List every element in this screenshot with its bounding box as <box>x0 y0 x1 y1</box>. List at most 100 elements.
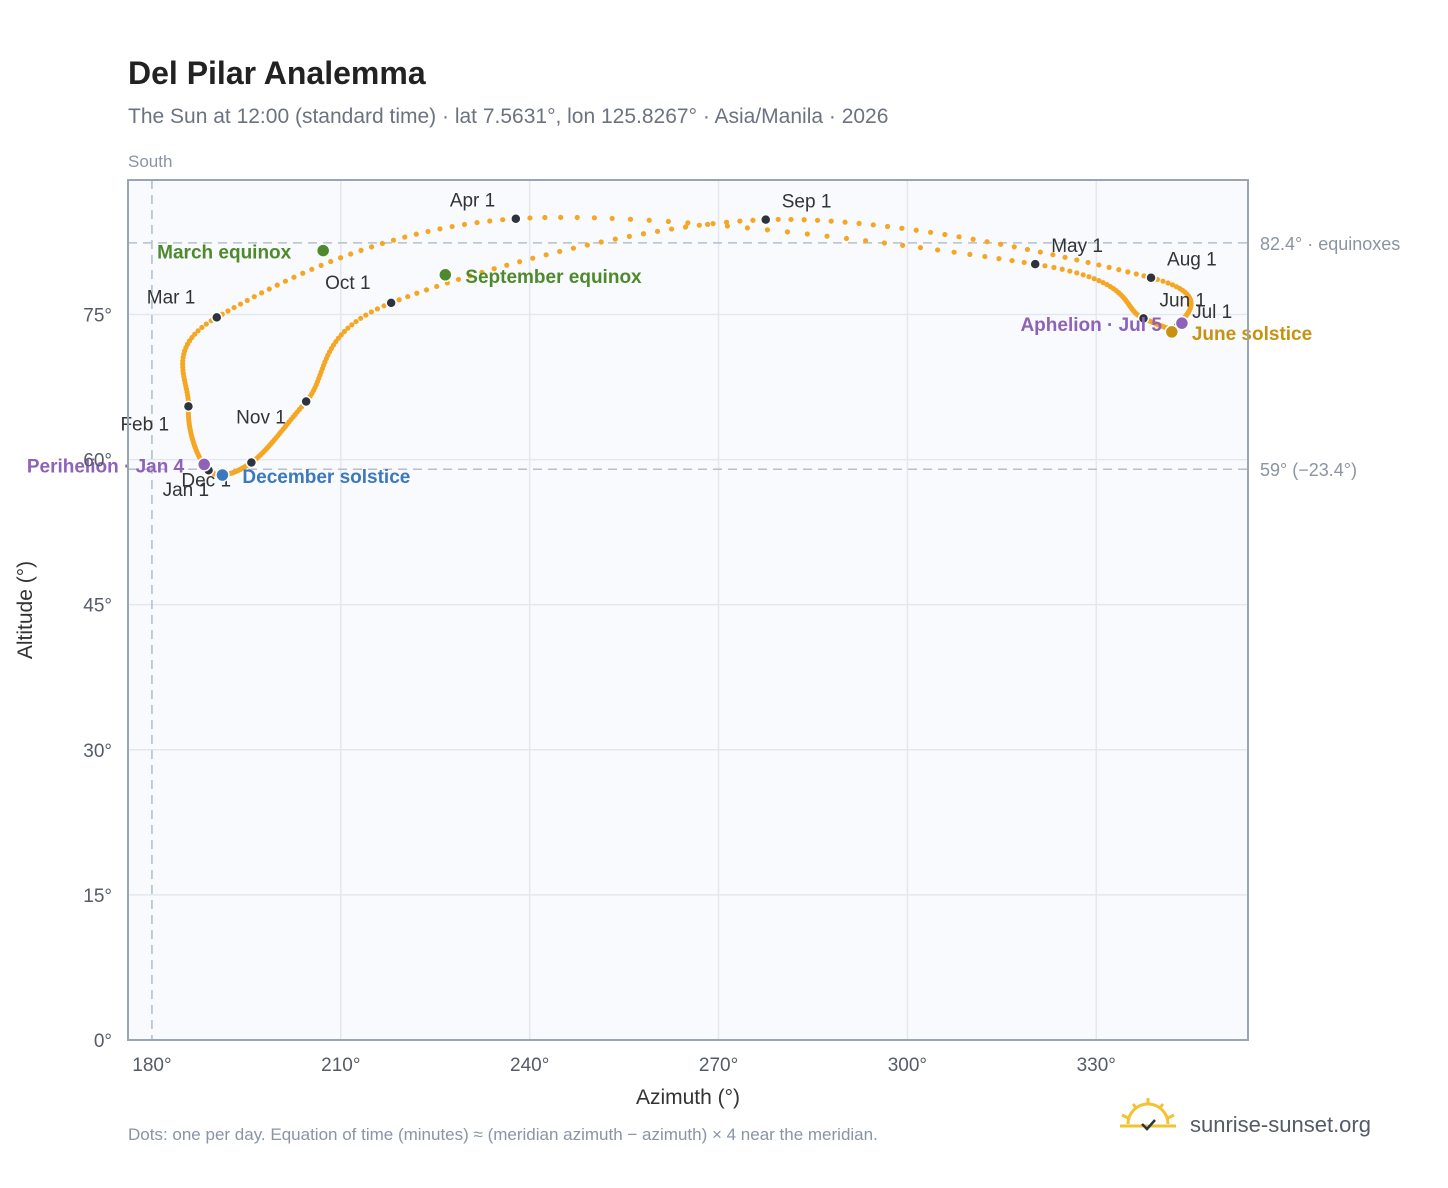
daily-sun-dot <box>368 309 374 315</box>
daily-sun-dot <box>1096 278 1102 284</box>
daily-sun-dot <box>737 218 743 224</box>
daily-sun-dot <box>374 306 381 312</box>
daily-sun-dot <box>500 217 506 223</box>
event-marker <box>315 243 331 258</box>
event-label: Perihelion · Jan 4 <box>27 456 185 477</box>
x-tick-label: 180° <box>132 1055 171 1076</box>
daily-sun-dot <box>956 234 962 240</box>
daily-sun-dot <box>1037 249 1043 255</box>
daily-sun-dot <box>1106 264 1112 270</box>
daily-sun-dot <box>967 251 973 258</box>
daily-sun-dot <box>328 258 334 265</box>
daily-sun-dot <box>935 247 941 253</box>
daily-sun-dot <box>557 248 563 255</box>
daily-sun-dot <box>517 259 523 265</box>
daily-sun-dot <box>1011 244 1017 250</box>
daily-sun-dot <box>449 223 455 230</box>
daily-sun-dot <box>856 220 862 227</box>
daily-sun-dot <box>491 266 497 272</box>
daily-sun-dot <box>558 214 564 220</box>
x-tick-label: 240° <box>510 1055 549 1076</box>
reference-lines: 82.4° · equinoxes 59° (−23.4°) <box>128 180 1400 1040</box>
y-axis-ticks: 0° 15° 30° 45° 60° 75° <box>83 305 112 1052</box>
daily-sun-dot <box>274 282 280 288</box>
daily-sun-dot <box>1173 284 1180 290</box>
daily-sun-dot <box>646 217 652 223</box>
daily-sun-dot <box>543 252 549 258</box>
daily-sun-dot <box>750 217 756 223</box>
daily-sun-dot <box>814 217 821 223</box>
daily-sun-dot <box>434 283 440 290</box>
daily-sun-dot <box>199 324 205 331</box>
daily-sun-dot <box>413 231 419 237</box>
daily-sun-dot <box>1021 259 1027 266</box>
daily-sun-dot <box>358 247 364 253</box>
daily-sun-dot <box>1091 276 1097 282</box>
daily-sun-dot <box>804 231 810 237</box>
sun-logo-icon <box>1120 1098 1176 1131</box>
daily-sun-dot <box>363 312 369 318</box>
daily-sun-dot <box>291 274 297 280</box>
daily-sun-dot <box>1096 262 1102 268</box>
daily-sun-dot <box>665 218 671 225</box>
daily-sun-dot <box>1009 257 1015 264</box>
daily-sun-dot <box>927 229 934 235</box>
daily-sun-dot <box>801 217 807 223</box>
daily-sun-dot <box>1074 270 1080 276</box>
daily-sun-dot <box>1169 282 1176 288</box>
month-label: Nov 1 <box>236 408 286 429</box>
month-label: Apr 1 <box>450 191 495 212</box>
month-marker <box>760 213 772 226</box>
month-marker <box>1029 258 1041 270</box>
daily-sun-dot <box>710 220 716 227</box>
daily-sun-dot <box>300 270 306 276</box>
daily-sun-dot <box>724 223 731 229</box>
y-axis-label: Altitude (°) <box>14 561 37 659</box>
daily-sun-dot <box>668 226 675 232</box>
daily-sun-dot <box>405 293 411 300</box>
event-label: Aphelion · Jul 5 <box>1020 315 1162 336</box>
daily-sun-dot <box>414 290 420 296</box>
daily-sun-dot <box>682 224 689 230</box>
daily-sun-dot <box>192 331 198 337</box>
daily-sun-dot <box>237 301 244 307</box>
chart-subtitle: The Sun at 12:00 (standard time) · lat 7… <box>128 105 888 128</box>
event-label: June solstice <box>1192 324 1312 345</box>
daily-sun-dot <box>259 290 265 296</box>
x-tick-label: 210° <box>321 1055 360 1076</box>
daily-sun-dot <box>244 297 250 304</box>
daily-sun-dot <box>609 215 615 222</box>
daily-sun-dot <box>349 322 355 328</box>
daily-sun-dot <box>598 239 604 245</box>
daily-sun-dot <box>570 245 577 251</box>
month-marker <box>510 212 522 225</box>
event-marker <box>215 467 230 483</box>
daily-sun-dot <box>1100 280 1106 286</box>
month-marker <box>245 456 258 469</box>
daily-sun-dot <box>341 328 348 335</box>
brand-name: sunrise-sunset.org <box>1190 1112 1371 1137</box>
month-label: Mar 1 <box>147 287 196 308</box>
daily-sun-dot <box>423 287 430 293</box>
brand-logo[interactable]: sunrise-sunset.org <box>1120 1098 1371 1137</box>
daily-sun-dot <box>1165 280 1171 286</box>
month-marker <box>1145 271 1157 284</box>
daily-sun-dot <box>917 245 924 251</box>
daily-sun-dot <box>379 240 386 247</box>
daily-sun-dot <box>970 236 976 242</box>
daily-sun-dot <box>842 219 848 225</box>
daily-sun-dot <box>1074 257 1080 263</box>
daily-sun-dot <box>640 231 647 237</box>
daily-sun-dot <box>951 249 957 255</box>
event-marker <box>1174 315 1190 331</box>
daily-sun-dot <box>1067 268 1073 274</box>
y-tick-label: 15° <box>83 886 112 907</box>
daily-sun-dot <box>396 297 402 303</box>
daily-sun-dot <box>870 222 876 228</box>
daily-sun-dot <box>195 328 201 334</box>
month-marker <box>211 311 223 324</box>
daily-sun-dot <box>574 214 580 221</box>
daily-sun-dot <box>775 216 781 223</box>
